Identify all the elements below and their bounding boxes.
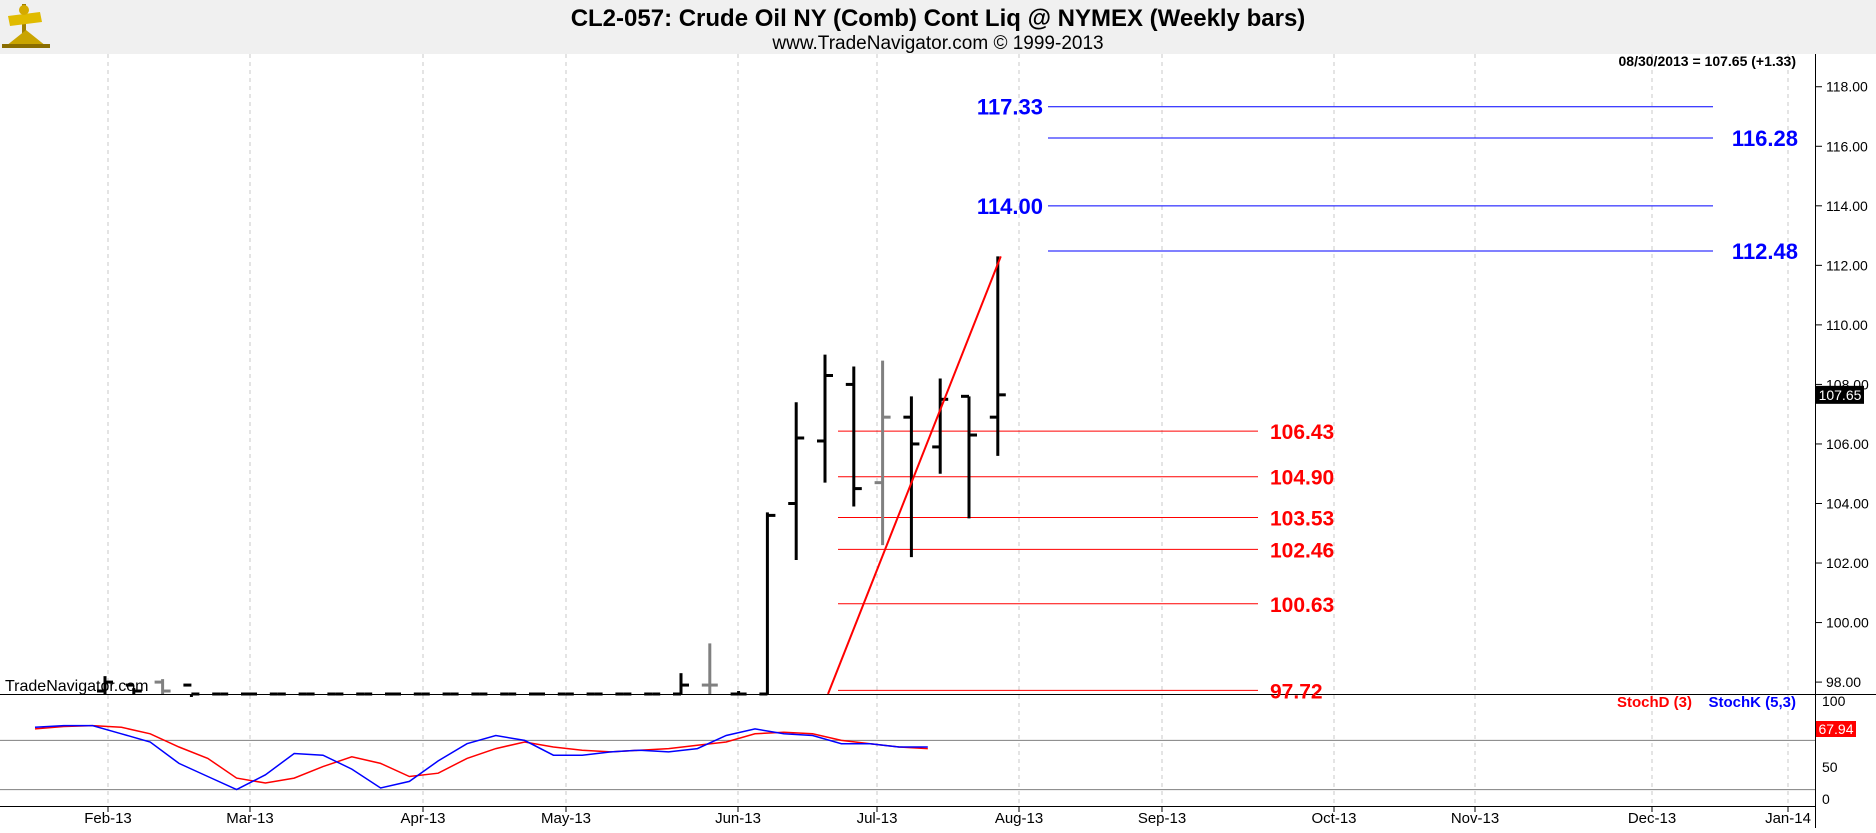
stochastic-lines <box>34 724 928 791</box>
x-tick-label: Sep-13 <box>1138 810 1186 827</box>
fib-label: 117.33 <box>977 95 1043 120</box>
stochd-legend: StochD (3) <box>1617 694 1692 711</box>
stochk-line <box>34 724 928 791</box>
x-tick-label: Oct-13 <box>1311 810 1356 827</box>
ohlc-bar <box>125 683 142 694</box>
stoch-value-tag-label: 67.94 <box>1818 721 1853 737</box>
y-tick-label: 114.00 <box>1826 198 1868 214</box>
stoch-tick-label: 100 <box>1822 693 1846 709</box>
x-tick-label: May-13 <box>541 810 591 827</box>
fib-label: 102.46 <box>1270 539 1334 562</box>
fib-label: 103.53 <box>1270 507 1334 530</box>
y-tick-label: 102.00 <box>1826 555 1869 571</box>
fib-label: 112.48 <box>1732 239 1798 264</box>
ohlc-bar <box>759 512 776 696</box>
ohlc-bar <box>154 679 171 694</box>
trend-line <box>827 256 1002 695</box>
x-tick-label: Jan-14 <box>1765 810 1811 827</box>
trend-line-group <box>827 256 1002 695</box>
ohlc-bar <box>701 643 718 694</box>
stoch-tick-label: 0 <box>1822 791 1830 807</box>
x-tick-label: Aug-13 <box>995 810 1043 827</box>
x-tick-label: Nov-13 <box>1451 810 1499 827</box>
x-tick-label: Mar-13 <box>226 810 274 827</box>
last-price-tag-label: 107.65 <box>1819 387 1862 403</box>
x-tick-label: Jul-13 <box>857 810 898 827</box>
header-band <box>0 0 1876 54</box>
x-tick-label: Jun-13 <box>715 810 761 827</box>
stoch-grid <box>0 695 1815 806</box>
y-tick-label: 98.00 <box>1826 674 1861 690</box>
last-price-note: 08/30/2013 = 107.65 (+1.33) <box>1619 53 1796 69</box>
ohlc-bar <box>874 360 891 546</box>
ohlc-bar <box>730 691 747 696</box>
ohlc-bar <box>961 394 977 519</box>
stoch-tick-label: 50 <box>1822 759 1838 775</box>
fib-levels: 117.33 116.28 114.00 112.48 106.43 104.90 103.… <box>838 95 1798 703</box>
chart-title: CL2-057: Crude Oil NY (Comb) Cont Liq @ … <box>571 5 1306 32</box>
ohlc-bar <box>989 256 1006 456</box>
ohlc-bar <box>788 402 805 561</box>
trade-navigator-logo-icon <box>2 4 50 48</box>
fib-label: 104.90 <box>1270 467 1334 490</box>
price-axis-ticks: 98.00100.00102.00104.00106.00108.00110.0… <box>1815 79 1869 807</box>
ohlc-bar <box>97 676 113 694</box>
y-tick-label: 110.00 <box>1826 317 1868 333</box>
x-tick-label: Apr-13 <box>400 810 445 827</box>
date-axis-ticks: Feb-13 Mar-13 Apr-13 May-13 Jun-13 Jul-13 Aug-… <box>84 806 1811 827</box>
chart-subtitle: www.TradeNavigator.com © 1999-2013 <box>771 33 1103 54</box>
x-tick-label: Feb-13 <box>84 810 132 827</box>
ohlc-bar <box>845 366 862 507</box>
y-tick-label: 112.00 <box>1826 257 1868 273</box>
ohlc-bar <box>903 396 920 558</box>
fib-label: 114.00 <box>977 194 1043 219</box>
fib-label: 100.63 <box>1270 594 1334 617</box>
ohlc-bar <box>817 354 833 483</box>
y-tick-label: 106.00 <box>1826 436 1869 452</box>
y-tick-label: 104.00 <box>1826 495 1869 511</box>
last-price-tag <box>1816 385 1864 404</box>
y-tick-label: 116.00 <box>1826 138 1868 154</box>
ohlc-bar <box>183 683 200 697</box>
ohlc-bar <box>673 673 689 696</box>
grid <box>107 54 1789 694</box>
x-tick-label: Dec-13 <box>1628 810 1676 827</box>
fib-label: 106.43 <box>1270 421 1334 444</box>
y-tick-label: 118.00 <box>1826 79 1868 95</box>
fib-label: 97.72 <box>1270 680 1323 703</box>
y-tick-label: 100.00 <box>1826 615 1869 631</box>
watermark: TradeNavigator.com <box>5 678 148 695</box>
price-bars <box>97 256 1006 697</box>
fib-label: 116.28 <box>1732 126 1798 151</box>
stoch-value-tag <box>1816 721 1856 737</box>
stochk-legend: StochK (5,3) <box>1708 694 1796 711</box>
price-panel <box>0 54 1815 694</box>
